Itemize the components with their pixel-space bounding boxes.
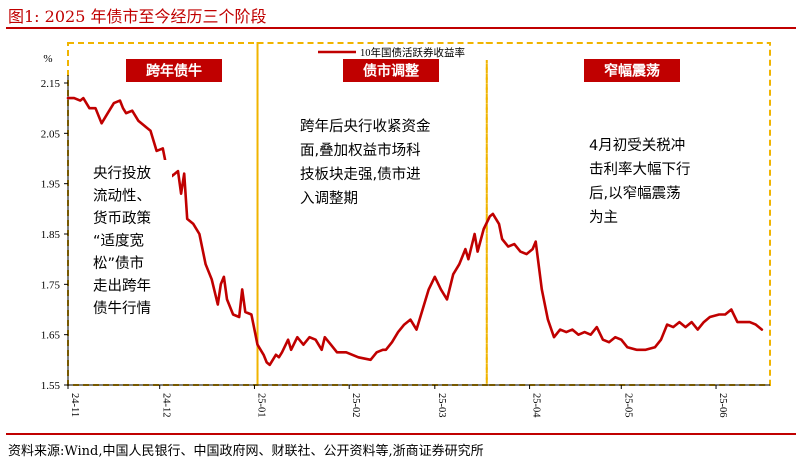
phase-label-box <box>343 59 439 82</box>
annotation-text-line: 松”债市 <box>93 255 144 272</box>
phase-label-text: 跨年债牛 <box>146 63 202 80</box>
y-axis-unit: % <box>43 53 52 65</box>
annotation-text-line: 为主 <box>589 209 618 226</box>
y-tick-label: 1.95 <box>41 179 61 191</box>
source-note: 资料来源:Wind,中国人民银行、中国政府网、财联社、公开资料等,浙商证券研究所 <box>8 444 484 459</box>
y-tick-label: 1.65 <box>41 330 61 342</box>
annotation-text-line: 面,叠加权益市场科 <box>300 142 421 159</box>
legend-label: 10年国债活跃券收益率 <box>360 46 465 59</box>
yield-series-line <box>66 96 764 367</box>
phase-box <box>256 42 488 386</box>
phase-label-box <box>126 59 222 82</box>
annotation-text-line: 债牛行情 <box>93 300 151 317</box>
annotation-text-line: 跨年后央行收紧资金 <box>300 118 431 135</box>
annotation-text-line: 货币政策 <box>93 210 151 227</box>
y-tick-label: 1.85 <box>41 229 61 241</box>
phase-label-text: 窄幅震荡 <box>604 63 660 80</box>
y-tick-label: 2.15 <box>41 78 61 90</box>
figure-title: 图1: 2025 年债市至今经历三个阶段 <box>8 7 267 26</box>
annotation-text-line: 央行投放 <box>93 165 151 182</box>
phase-box <box>485 42 771 386</box>
annotation-text-line: 后,以窄幅震荡 <box>589 184 681 202</box>
y-tick-label: 1.55 <box>41 380 61 392</box>
annotation-background <box>90 160 172 320</box>
x-tick-label: 25-06 <box>717 393 728 418</box>
x-tick-label: 25-05 <box>622 393 633 418</box>
y-tick-label: 2.05 <box>41 128 61 140</box>
legend-background <box>312 44 504 60</box>
annotation-background <box>296 110 476 198</box>
annotation-text-line: 入调整期 <box>300 190 358 207</box>
title-rule <box>6 27 796 29</box>
annotation-background <box>585 129 723 221</box>
annotation-text-line: 技板块走强,债市进 <box>300 165 421 183</box>
phase-label-text: 债市调整 <box>363 63 420 80</box>
annotation-text-line: 击利率大幅下行 <box>589 161 691 178</box>
y-tick-label: 1.75 <box>41 279 61 291</box>
x-tick-label: 24-12 <box>161 393 172 418</box>
annotation-text-line: “适度宽 <box>93 233 144 250</box>
annotation-text-line: 流动性、 <box>93 188 151 205</box>
x-tick-label: 24-11 <box>69 393 80 417</box>
x-tick-label: 25-04 <box>531 393 542 418</box>
x-tick-label: 25-03 <box>436 393 447 418</box>
annotation-text-line: 走出跨年 <box>93 278 151 295</box>
annotation-text-line: 4月初受关税冲 <box>589 137 685 154</box>
phase-label-box <box>584 59 680 82</box>
x-tick-label: 25-01 <box>255 393 266 418</box>
source-rule <box>6 433 796 435</box>
x-tick-label: 25-02 <box>350 393 361 418</box>
